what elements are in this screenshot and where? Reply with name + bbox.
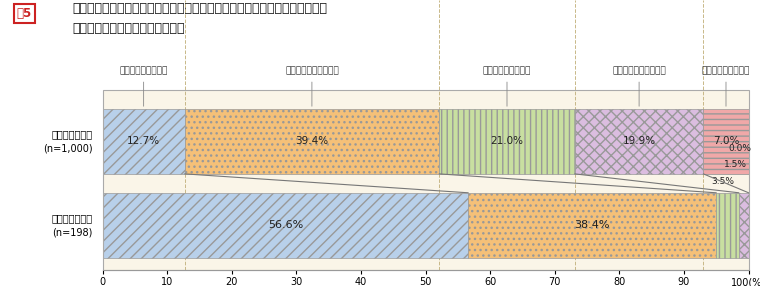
Text: 56.6%: 56.6% <box>268 220 303 230</box>
Bar <box>717 193 739 258</box>
Bar <box>185 109 439 174</box>
Text: 大いに期待している: 大いに期待している <box>119 67 168 76</box>
Text: 12.7%: 12.7% <box>127 136 160 146</box>
Text: 21.0%: 21.0% <box>490 136 524 146</box>
Text: 19.9%: 19.9% <box>622 136 656 146</box>
Text: 市民アンケート
(n=1,000): 市民アンケート (n=1,000) <box>43 130 93 154</box>
Text: 有識者モニター
(n=198): 有識者モニター (n=198) <box>52 213 93 237</box>
Bar <box>103 109 185 174</box>
Bar <box>468 193 717 258</box>
Text: あなたが一般職の国家公務員の仕事への取組について感じているお気持ちに
最も近いものをお選びください。: あなたが一般職の国家公務員の仕事への取組について感じているお気持ちに 最も近いも… <box>72 2 328 35</box>
Text: ある程度期待している: ある程度期待している <box>285 67 339 76</box>
Text: 38.4%: 38.4% <box>575 220 610 230</box>
Text: どちらとも言えない: どちらとも言えない <box>483 67 531 76</box>
Bar <box>739 193 749 258</box>
Text: 3.5%: 3.5% <box>711 176 734 186</box>
Text: 0.0%: 0.0% <box>729 144 752 153</box>
Bar <box>575 109 703 174</box>
Bar <box>704 109 749 174</box>
Text: 39.4%: 39.4% <box>296 136 328 146</box>
Text: 7.0%: 7.0% <box>713 136 739 146</box>
Text: 全く期待していない: 全く期待していない <box>701 67 750 76</box>
Text: 図5: 図5 <box>17 7 32 20</box>
Bar <box>439 109 575 174</box>
Text: 1.5%: 1.5% <box>724 160 747 169</box>
Bar <box>103 193 468 258</box>
Text: あまり期待していない: あまり期待していない <box>613 67 666 76</box>
